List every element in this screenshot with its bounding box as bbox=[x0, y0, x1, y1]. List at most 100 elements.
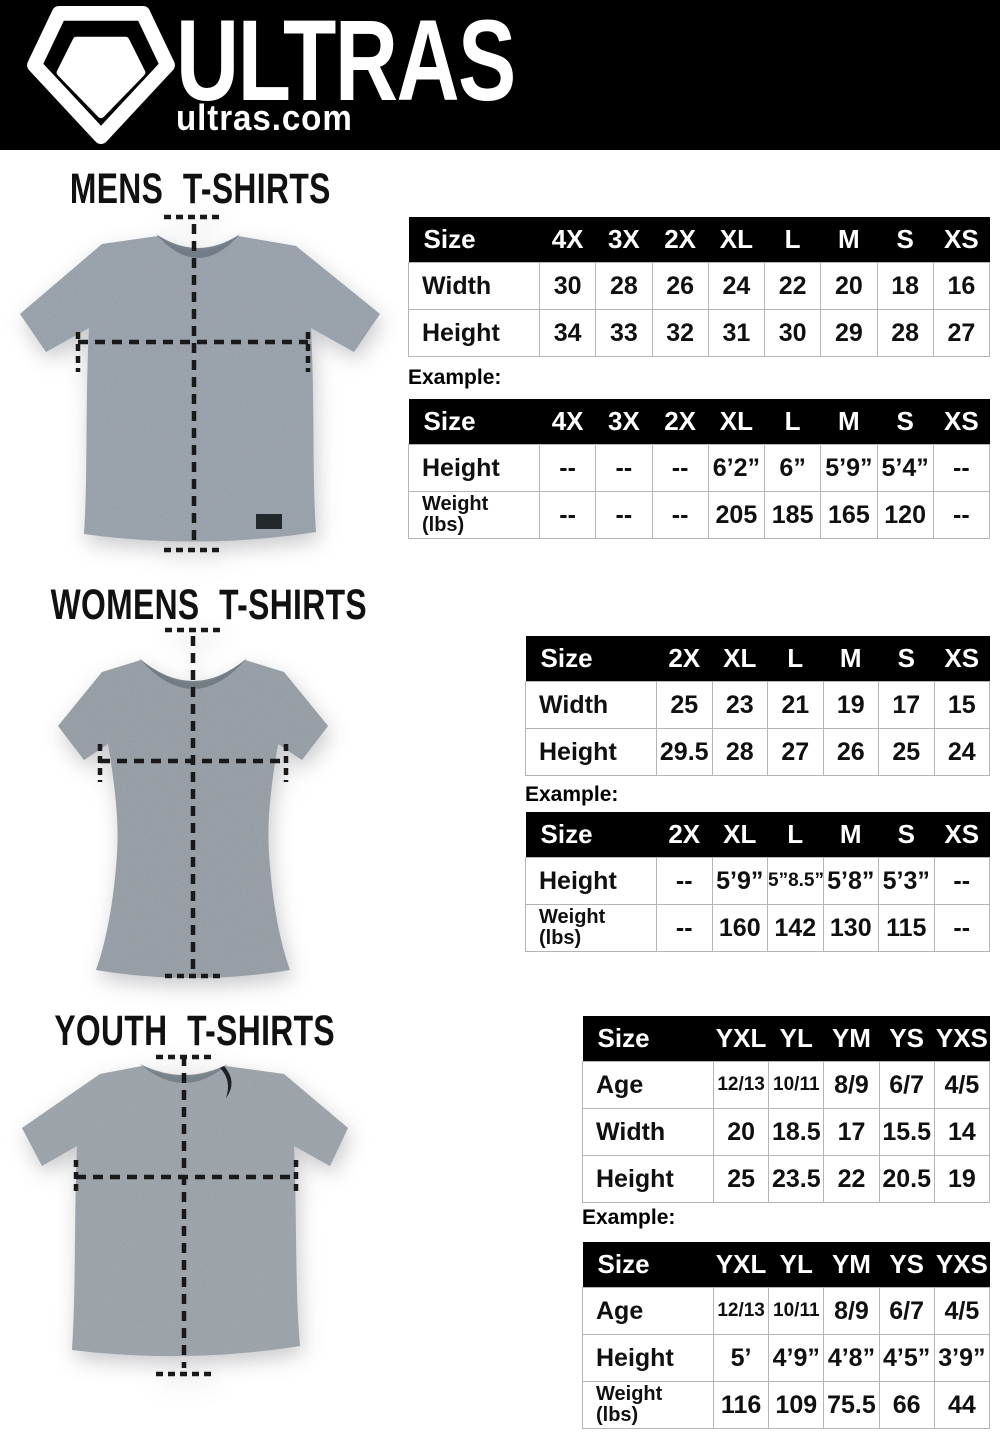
value-cell: 28 bbox=[876, 309, 934, 357]
size-column-header: M bbox=[820, 217, 877, 263]
value-cell: -- bbox=[651, 444, 709, 492]
data-row: Height -- -- -- 6’2” 6” 5’9” 5’4” -- bbox=[408, 444, 991, 492]
size-column-header: XS bbox=[933, 217, 990, 263]
size-column-header: XL bbox=[712, 636, 768, 682]
value-cell: 5’9” bbox=[820, 444, 878, 492]
value-cell: 22 bbox=[823, 1155, 880, 1203]
mens-shirt-heather-texture bbox=[20, 236, 380, 542]
value-cell: 22 bbox=[763, 262, 822, 310]
value-cell: 32 bbox=[651, 309, 709, 357]
size-column-header: 2X bbox=[652, 217, 709, 263]
value-cell: 142 bbox=[767, 904, 824, 952]
value-cell: 6’2” bbox=[707, 444, 766, 492]
row-label: Age bbox=[582, 1061, 714, 1109]
value-cell: 75.5 bbox=[823, 1381, 880, 1429]
corner-label: Size bbox=[525, 636, 657, 682]
row-label: Width bbox=[408, 262, 540, 310]
value-cell: 23.5 bbox=[768, 1155, 825, 1203]
value-cell: 5’8” bbox=[822, 857, 879, 905]
value-cell: -- bbox=[651, 491, 709, 539]
value-cell: 31 bbox=[707, 309, 766, 357]
header-row: Size YXL YL YM YS YXS bbox=[582, 1016, 990, 1062]
size-column-header: 3X bbox=[595, 399, 652, 445]
value-cell: 5’4” bbox=[876, 444, 934, 492]
value-cell: 17 bbox=[878, 681, 935, 729]
value-cell: 29 bbox=[820, 309, 878, 357]
value-cell: 15.5 bbox=[878, 1108, 935, 1156]
value-cell: 20 bbox=[712, 1108, 770, 1156]
mens-shirt-collar bbox=[156, 234, 240, 258]
size-column-header: YXL bbox=[713, 1016, 769, 1062]
size-column-header: M bbox=[820, 399, 877, 445]
section-title-mens-text: MENS T-SHIRTS bbox=[69, 165, 331, 213]
row-label: Weight (lbs) bbox=[525, 904, 657, 952]
value-cell: 205 bbox=[707, 491, 766, 539]
youth-measurement-lines bbox=[73, 1054, 299, 1377]
size-column-header: M bbox=[823, 636, 879, 682]
value-cell: 165 bbox=[820, 491, 878, 539]
brand-name: ULTRAS bbox=[176, 4, 622, 119]
value-cell: 8/9 bbox=[823, 1061, 880, 1109]
value-cell: 20.5 bbox=[878, 1155, 935, 1203]
size-column-header: XL bbox=[712, 812, 768, 858]
value-cell: 6/7 bbox=[878, 1061, 935, 1109]
row-label: Height bbox=[582, 1334, 714, 1382]
value-cell: 5’ bbox=[712, 1334, 770, 1382]
value-cell: 23 bbox=[711, 681, 768, 729]
size-column-header: YM bbox=[823, 1016, 880, 1062]
value-cell: 14 bbox=[933, 1108, 991, 1156]
header-row: Size 4X 3X 2X XL L M S XS bbox=[408, 399, 990, 445]
size-column-header: 4X bbox=[539, 217, 596, 263]
header-row: Size 2X XL L M S XS bbox=[525, 812, 990, 858]
row-label: Weight (lbs) bbox=[582, 1381, 714, 1429]
value-cell: 4’5” bbox=[878, 1334, 935, 1382]
womens-example-table: Size 2X XL L M S XS Height -- 5’9” 5”8.5” 5’8” 5’3” -… bbox=[525, 812, 990, 952]
value-cell: 6” bbox=[763, 444, 822, 492]
value-cell: 12/13 bbox=[712, 1061, 770, 1109]
value-cell: 5’9” bbox=[711, 857, 768, 905]
value-cell: 5’3” bbox=[878, 857, 935, 905]
value-cell: 109 bbox=[768, 1381, 825, 1429]
site-url-text: ultras.com bbox=[176, 97, 353, 138]
value-cell: 26 bbox=[651, 262, 709, 310]
value-cell: 4/5 bbox=[933, 1061, 991, 1109]
size-column-header: 2X bbox=[652, 399, 709, 445]
data-row: Age 12/13 10/11 8/9 6/7 4/5 bbox=[582, 1061, 991, 1109]
row-label: Height bbox=[408, 309, 540, 357]
data-row: Width 30 28 26 24 22 20 18 16 bbox=[408, 262, 991, 310]
size-column-header: YS bbox=[879, 1016, 935, 1062]
value-cell: 116 bbox=[712, 1381, 770, 1429]
corner-label: Size bbox=[408, 399, 540, 445]
value-cell: 15 bbox=[933, 681, 990, 729]
size-column-header: YS bbox=[879, 1242, 935, 1288]
ultras-pentagon-logo-icon bbox=[27, 6, 175, 144]
womens-shirt-collar bbox=[139, 658, 247, 689]
size-column-header: M bbox=[823, 812, 879, 858]
value-cell: 25 bbox=[878, 728, 935, 776]
value-cell: 66 bbox=[878, 1381, 935, 1429]
value-cell: 4’8” bbox=[823, 1334, 880, 1382]
value-cell: -- bbox=[656, 857, 713, 905]
header-row: Size 4X 3X 2X XL L M S XS bbox=[408, 217, 990, 263]
size-column-header: XL bbox=[708, 217, 765, 263]
value-cell: 12/13 bbox=[712, 1287, 770, 1335]
mens-size-table: Size 4X 3X 2X XL L M S XS Width 30 28 26 24 22 20 18 16 He… bbox=[408, 217, 991, 357]
value-cell: 34 bbox=[538, 309, 597, 357]
row-label: Weight (lbs) bbox=[408, 491, 540, 539]
size-column-header: YXS bbox=[934, 1242, 990, 1288]
corner-label: Size bbox=[582, 1242, 714, 1288]
data-row: Weight (lbs) -- -- -- 205 185 165 120 -- bbox=[408, 491, 991, 539]
value-cell: -- bbox=[538, 491, 597, 539]
value-cell: 24 bbox=[707, 262, 766, 310]
value-cell: 28 bbox=[595, 262, 653, 310]
section-title-womens-text: WOMENS T-SHIRTS bbox=[50, 581, 368, 629]
size-column-header: YXS bbox=[934, 1016, 990, 1062]
value-cell: 20 bbox=[820, 262, 878, 310]
value-cell: 30 bbox=[538, 262, 597, 310]
size-column-header: L bbox=[767, 812, 823, 858]
data-row: Weight (lbs) 116 109 75.5 66 44 bbox=[582, 1381, 991, 1429]
size-column-header: L bbox=[764, 217, 821, 263]
youth-shirt-collar-shadow bbox=[220, 1066, 232, 1098]
data-row: Height 25 23.5 22 20.5 19 bbox=[582, 1155, 991, 1203]
